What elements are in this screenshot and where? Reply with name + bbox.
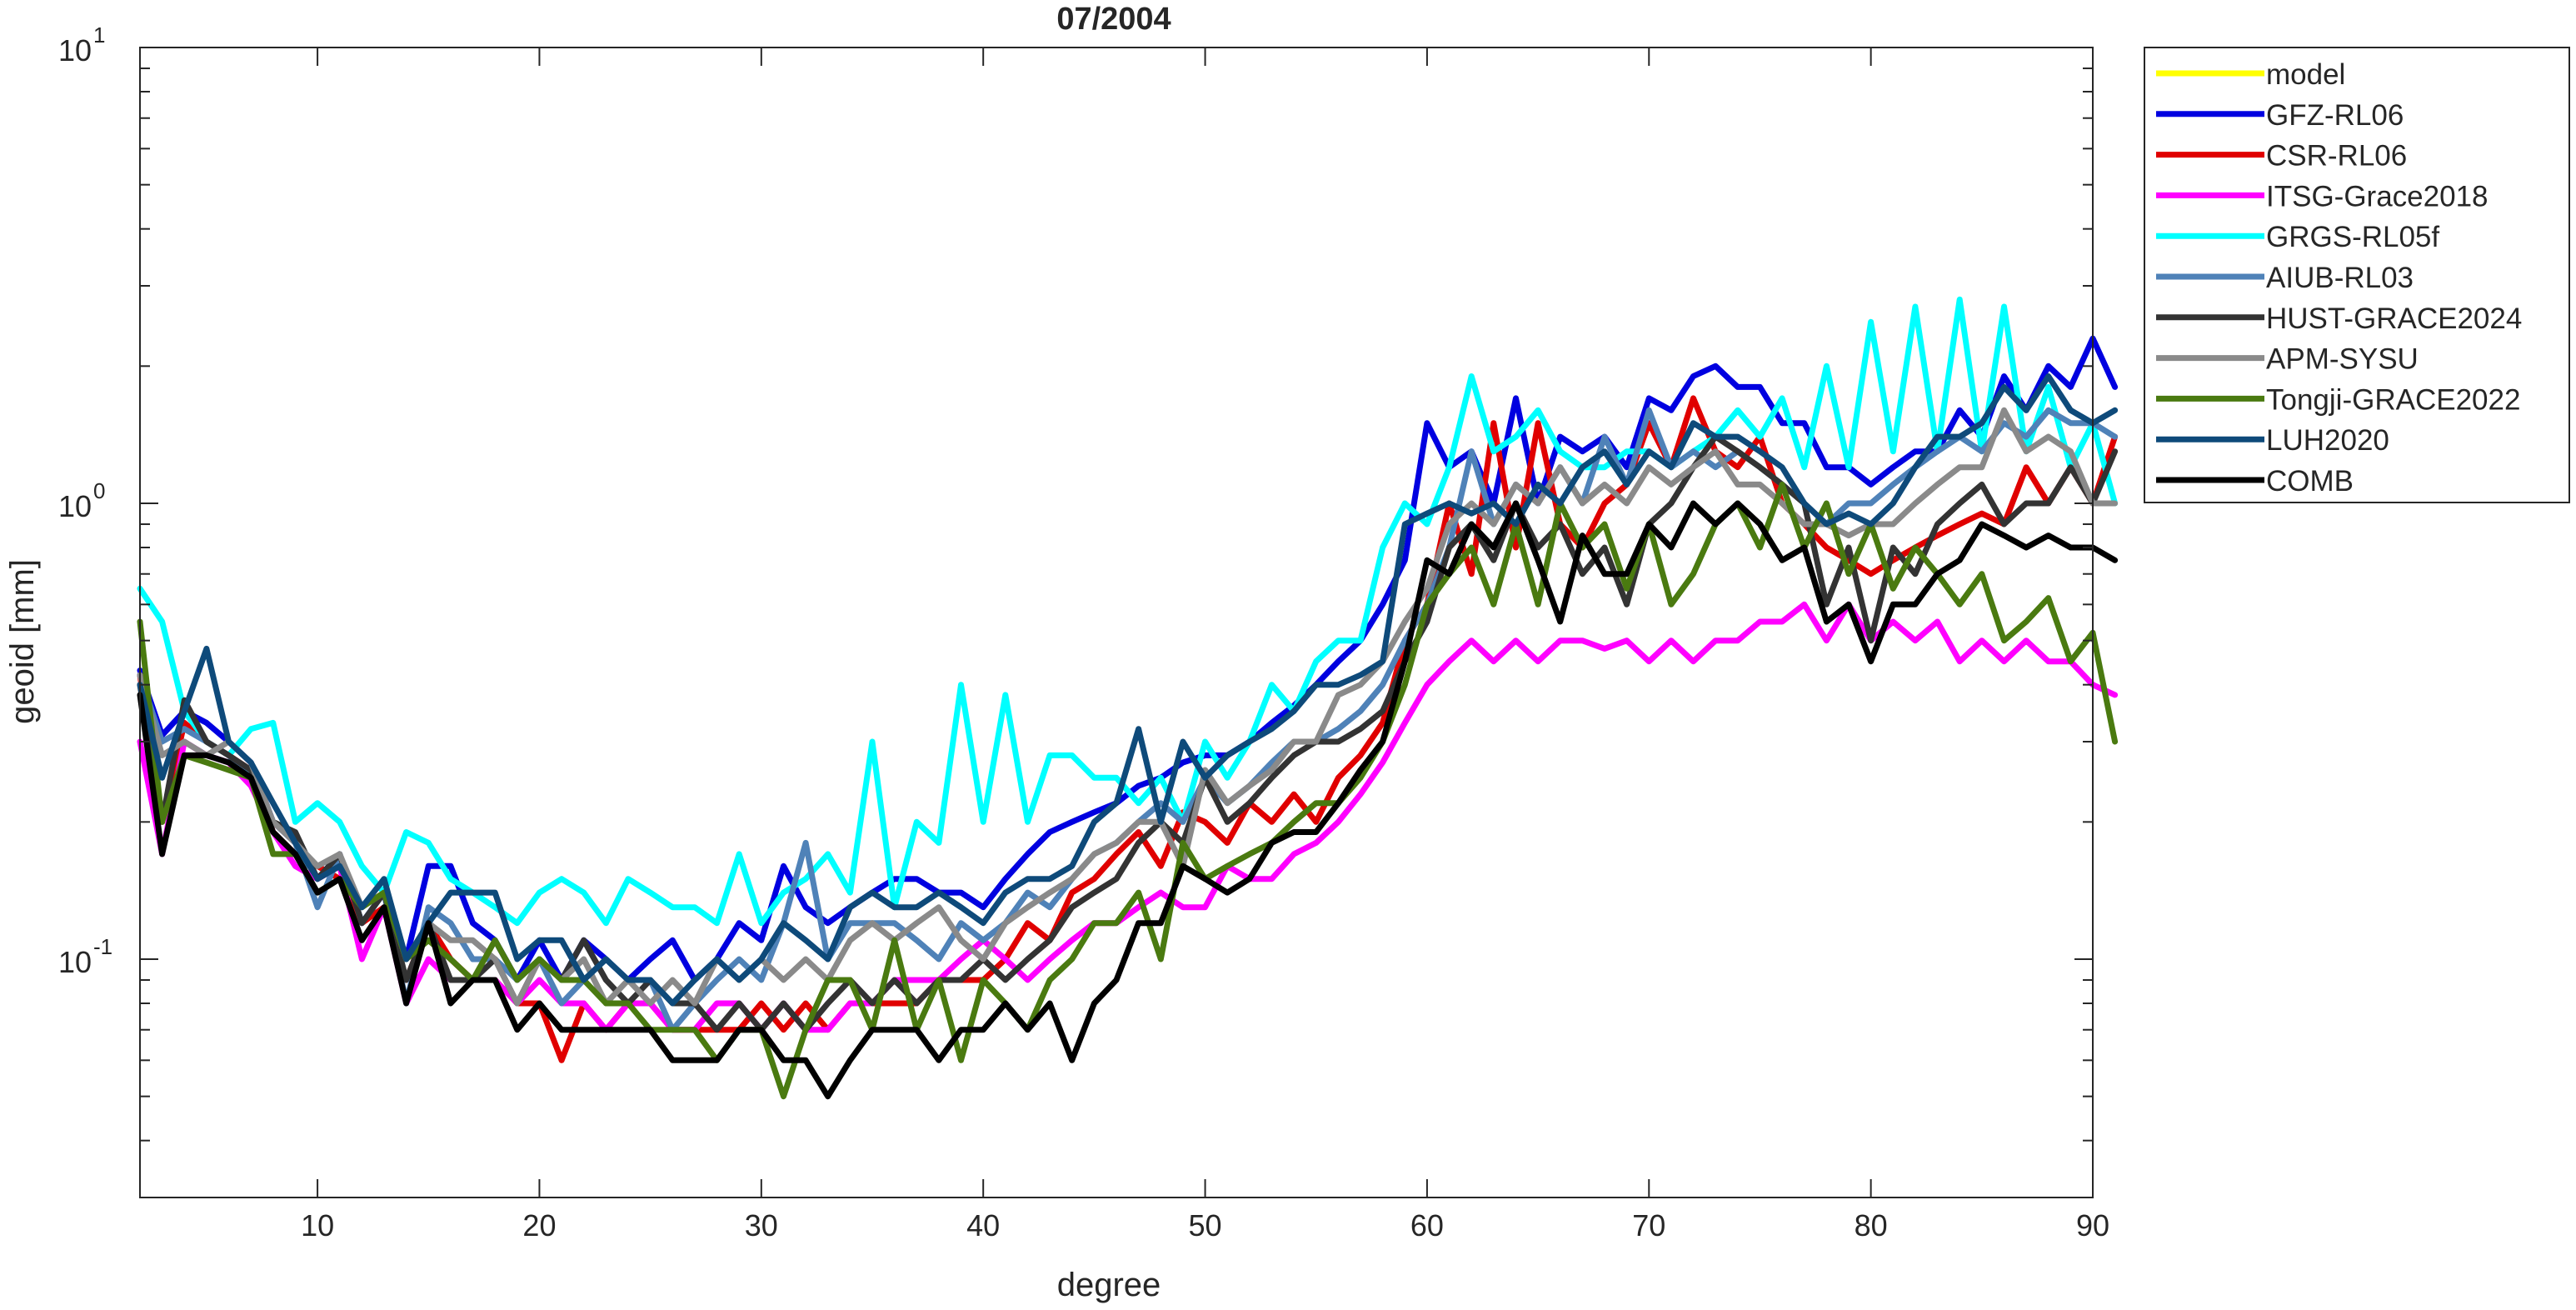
x-tick-label: 20 <box>522 1208 556 1242</box>
legend-label: LUH2020 <box>2266 424 2389 457</box>
series-line-comb <box>137 500 2119 1100</box>
x-tick-label: 80 <box>1855 1208 1888 1242</box>
legend-entries: model GFZ-RL06 CSR-RL06 ITSG-Grace2018 GRGS-… <box>2156 58 2522 498</box>
series-line-luh2020 <box>137 373 2119 1007</box>
legend-entry: GFZ-RL06 <box>2156 99 2404 132</box>
x-tick-label: 70 <box>1632 1208 1665 1242</box>
legend-label: GFZ-RL06 <box>2266 99 2404 132</box>
axes-box <box>139 47 2094 1198</box>
x-tick-label: 90 <box>2076 1208 2109 1242</box>
legend-label: model <box>2266 58 2345 91</box>
legend-label: APM-SYSU <box>2266 343 2419 376</box>
y-tick-label: 10 -1 <box>58 934 112 979</box>
x-axis-label: degree <box>1057 1267 1161 1303</box>
legend-label: GRGS-RL05f <box>2266 221 2439 253</box>
y-tick-base: 10 <box>58 945 92 979</box>
legend-entry: CSR-RL06 <box>2156 140 2407 172</box>
y-tick-base: 10 <box>58 489 92 523</box>
y-tick-label: 10 1 <box>58 22 106 68</box>
plot-area <box>137 296 2119 1100</box>
x-tick-label: 30 <box>745 1208 778 1242</box>
legend: model GFZ-RL06 CSR-RL06 ITSG-Grace2018 GRGS-… <box>2144 47 2570 503</box>
legend-entry: AIUB-RL03 <box>2156 262 2414 294</box>
y-tick-exponent: 0 <box>93 478 105 503</box>
legend-entry: LUH2020 <box>2156 424 2389 457</box>
y-tick-label: 10 0 <box>58 478 106 523</box>
legend-label: Tongji-GRACE2022 <box>2266 383 2520 416</box>
legend-entry: model <box>2156 58 2345 91</box>
legend-entry: HUST-GRACE2024 <box>2156 302 2522 335</box>
x-tick-label: 50 <box>1189 1208 1222 1242</box>
legend-label: COMB <box>2266 465 2354 498</box>
legend-entry: ITSG-Grace2018 <box>2156 180 2489 212</box>
y-tick-exponent: -1 <box>93 934 112 959</box>
chart-title: 07/2004 <box>1056 2 1171 37</box>
legend-label: HUST-GRACE2024 <box>2266 302 2522 335</box>
legend-entry: Tongji-GRACE2022 <box>2156 383 2520 416</box>
y-axis-label: geoid [mm] <box>4 559 41 724</box>
y-tick-exponent: 1 <box>93 22 105 48</box>
legend-entry: APM-SYSU <box>2156 343 2419 376</box>
series-line-tongji-grace2022 <box>137 481 2119 1100</box>
x-tick-label: 60 <box>1410 1208 1444 1242</box>
x-tick-label: 40 <box>966 1208 1000 1242</box>
series-line-apm-sysu <box>137 407 2119 1007</box>
legend-label: CSR-RL06 <box>2266 140 2407 172</box>
legend-entry: GRGS-RL05f <box>2156 221 2439 253</box>
legend-label: ITSG-Grace2018 <box>2266 180 2489 212</box>
x-tick-label: 10 <box>301 1208 334 1242</box>
legend-entry: COMB <box>2156 465 2354 498</box>
legend-label: AIUB-RL03 <box>2266 262 2414 294</box>
y-tick-base: 10 <box>58 33 92 68</box>
